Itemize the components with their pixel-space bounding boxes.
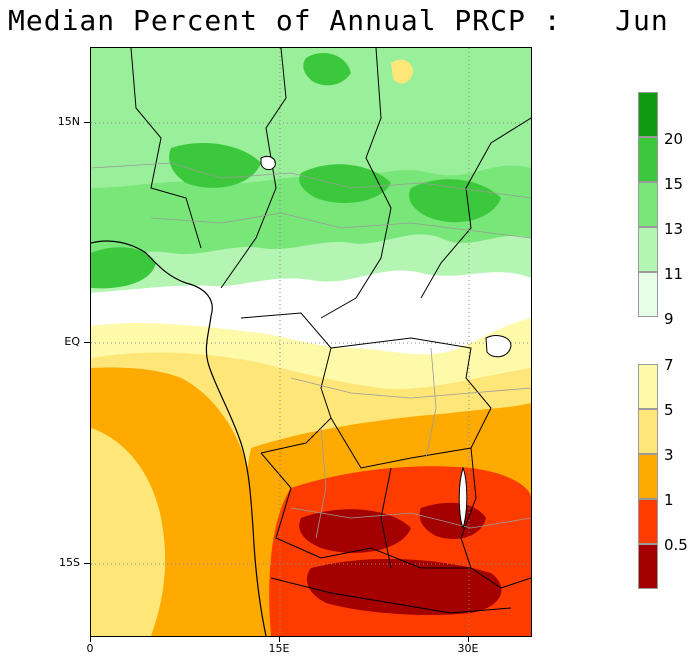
lon-tick-15e bbox=[279, 636, 280, 642]
lon-tick-0 bbox=[90, 636, 91, 642]
legend-swatch-9 bbox=[638, 272, 658, 317]
admin-6 bbox=[425, 347, 437, 459]
legend-label-9: 9 bbox=[664, 310, 674, 328]
admin-5 bbox=[315, 427, 327, 539]
legend-label-3: 3 bbox=[664, 446, 674, 464]
lon-label-0: 0 bbox=[86, 642, 94, 655]
legend-swatch-05 bbox=[638, 544, 658, 589]
legend-swatch-13 bbox=[638, 182, 658, 227]
legend-label-05: 0.5 bbox=[664, 536, 688, 554]
border-1 bbox=[130, 48, 202, 249]
zone-green-20 bbox=[91, 247, 156, 289]
border-7 bbox=[260, 452, 531, 589]
border-9 bbox=[460, 447, 477, 569]
zone-green-15b bbox=[299, 164, 391, 203]
legend-label-5: 5 bbox=[664, 401, 674, 419]
legend-swatch-1 bbox=[638, 499, 658, 544]
border-4 bbox=[420, 117, 531, 299]
zone-darkred-05b bbox=[306, 558, 502, 615]
border-8 bbox=[270, 577, 512, 614]
lake-chad bbox=[260, 155, 276, 171]
legend-label-20: 20 bbox=[664, 130, 684, 148]
legend-label-15: 15 bbox=[664, 175, 684, 193]
lat-tick-15n bbox=[84, 122, 90, 123]
border-3 bbox=[320, 48, 392, 319]
admin-2 bbox=[150, 212, 531, 239]
map-title: Median Percent of Annual PRCP : Jun bbox=[8, 4, 669, 37]
zone-green-15d bbox=[303, 53, 351, 86]
legend-label-1: 1 bbox=[664, 491, 674, 509]
zone-white-9 bbox=[91, 270, 531, 355]
admin-3 bbox=[290, 377, 531, 399]
legend-swatch-7 bbox=[638, 364, 658, 409]
lake-victoria bbox=[485, 335, 512, 358]
legend-swatch-5 bbox=[638, 409, 658, 454]
legend-label-7: 7 bbox=[664, 356, 674, 374]
admin-4 bbox=[290, 507, 531, 529]
lat-tick-15s bbox=[84, 563, 90, 564]
lat-tick-eq bbox=[84, 342, 90, 343]
lake-tanganyika bbox=[458, 466, 468, 530]
zone-lightyellow-ocean bbox=[91, 428, 166, 636]
map-canvas bbox=[91, 48, 531, 636]
legend-label-11: 11 bbox=[664, 265, 684, 283]
admin-1 bbox=[91, 162, 531, 199]
precipitation-map bbox=[90, 47, 532, 637]
legend-label-13: 13 bbox=[664, 220, 684, 238]
border-6 bbox=[330, 337, 492, 469]
lon-label-15e: 15E bbox=[268, 642, 290, 655]
zone-green-15c bbox=[409, 179, 501, 223]
zone-darkred-05c bbox=[419, 502, 486, 539]
lat-label-eq: EQ bbox=[64, 335, 80, 348]
legend-swatch-15 bbox=[638, 137, 658, 182]
lat-label-15n: 15N bbox=[57, 115, 80, 128]
zone-darkred-05a bbox=[299, 509, 411, 553]
border-5 bbox=[240, 312, 332, 454]
lon-tick-30e bbox=[468, 636, 469, 642]
lon-label-30e: 30E bbox=[457, 642, 479, 655]
legend-swatch-11 bbox=[638, 227, 658, 272]
border-10 bbox=[380, 467, 392, 569]
lat-label-15s: 15S bbox=[59, 556, 80, 569]
legend-swatch-3 bbox=[638, 454, 658, 499]
zone-yellow-small bbox=[391, 59, 413, 84]
legend-swatch-20 bbox=[638, 92, 658, 137]
coastline bbox=[91, 240, 267, 636]
